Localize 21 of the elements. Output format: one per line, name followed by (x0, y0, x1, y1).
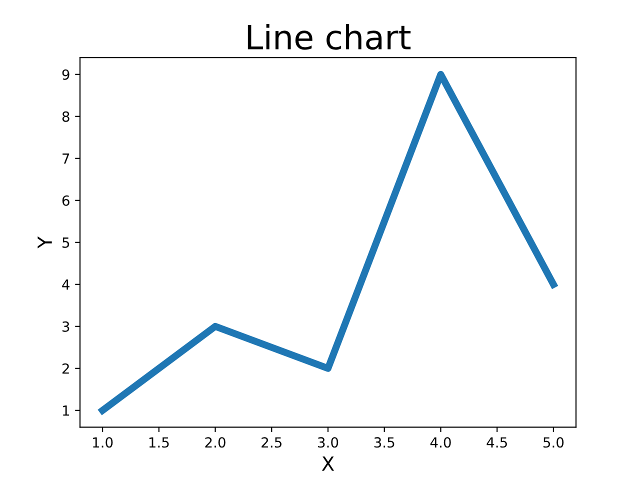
y-axis-title: Y (38, 236, 52, 248)
y-tick-label: 4 (62, 280, 70, 290)
x-tick-label: 5.0 (543, 437, 564, 448)
x-tick-label: 1.5 (149, 437, 169, 448)
y-tick-label: 9 (62, 69, 70, 80)
x-tick-label: 2.5 (262, 437, 282, 448)
y-tick-label: 1 (62, 406, 69, 416)
y-tick-label: 2 (62, 363, 69, 374)
x-tick-label: 1.0 (93, 437, 113, 448)
y-tick-label: 8 (62, 111, 70, 122)
x-tick-label: 3.0 (318, 437, 338, 448)
x-tick-label: 4.0 (430, 437, 451, 448)
x-tick-label: 2.0 (205, 437, 226, 448)
chart-title: Line chart (248, 24, 411, 50)
x-axis-title: X (322, 456, 334, 471)
y-tick-label: 7 (62, 154, 70, 164)
y-tick-label: 5 (62, 238, 70, 248)
x-tick-label: 4.5 (486, 437, 507, 448)
x-tick-label: 3.5 (374, 437, 394, 448)
y-tick-label: 6 (62, 195, 70, 206)
y-tick-label: 3 (62, 321, 70, 332)
